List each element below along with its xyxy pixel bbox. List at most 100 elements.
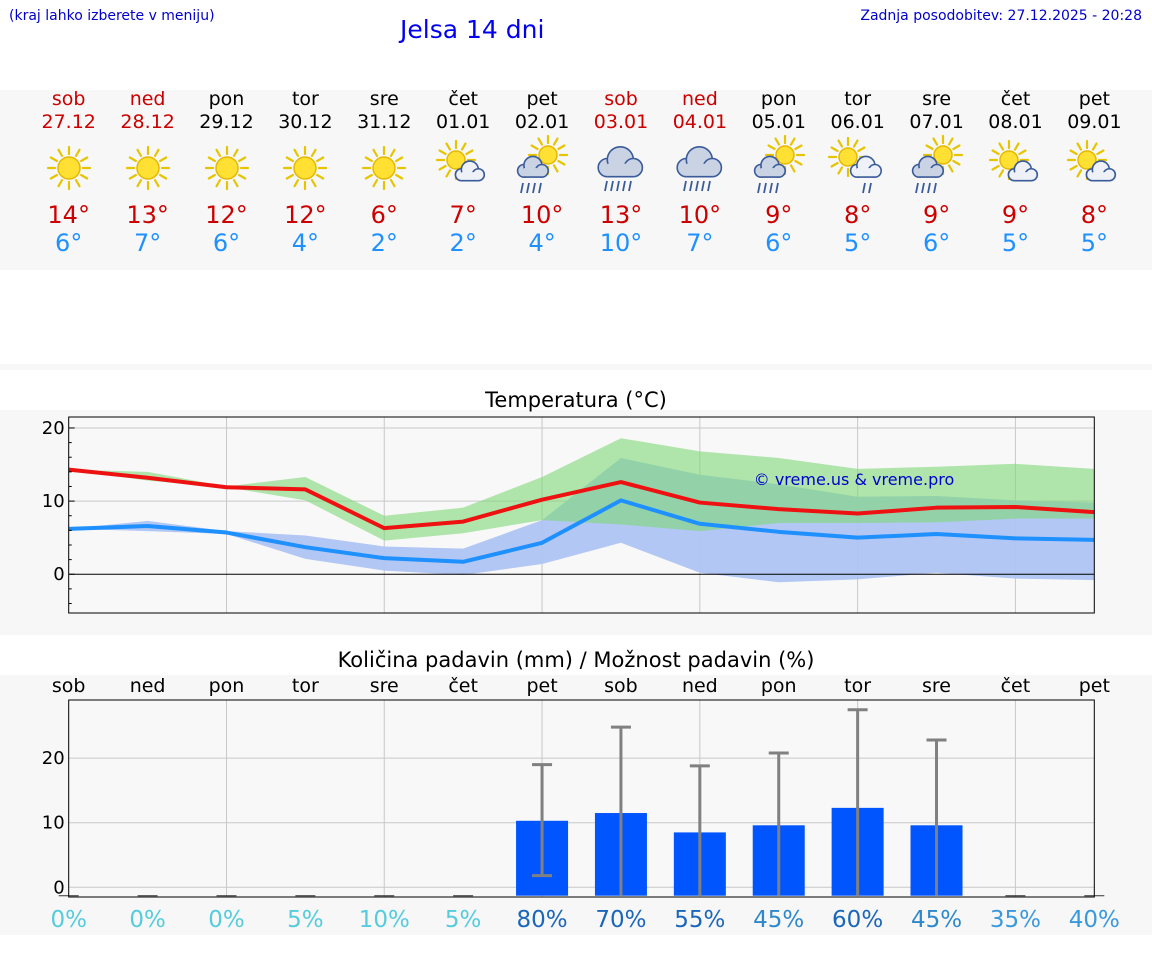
min-temperature: 6°	[765, 229, 793, 257]
max-temperature: 10°	[520, 201, 564, 229]
max-temperature: 13°	[126, 201, 169, 229]
category-label: sre	[922, 675, 951, 697]
max-temperature: 10°	[678, 201, 722, 229]
day-date: 28.12	[120, 111, 175, 133]
precipitation-chart: sob ned pon tor sre čet pet sob ned pon tor sre čet p…	[42, 675, 1120, 933]
min-temperature: 7°	[133, 229, 162, 257]
precipitation-probability: 40%	[1069, 907, 1120, 933]
min-temperature: 4°	[528, 229, 556, 257]
category-label: ned	[130, 675, 166, 697]
day-name: sob	[51, 88, 86, 110]
day-date: 05.01	[751, 111, 806, 133]
category-label: ned	[682, 675, 718, 697]
min-temperature: 5°	[1080, 229, 1109, 257]
precipitation-probability: 0%	[208, 907, 245, 933]
temperature-chart-title: Temperatura (°C)	[485, 388, 667, 412]
watermark: © vreme.us & vreme.pro	[754, 470, 955, 489]
forecast-day: sob 03.01 13° 10°	[581, 88, 661, 257]
category-label: tor	[292, 675, 319, 697]
forecast-day: čet 01.01 7° 2°	[423, 88, 503, 257]
y-tick-label: 20	[42, 748, 65, 769]
forecast-day: tor 30.12 12° 4°	[265, 88, 345, 257]
cloud-rain-icon	[676, 145, 723, 192]
category-label: sre	[370, 675, 399, 697]
y-tick-label: 10	[42, 813, 65, 834]
day-name: sre	[369, 88, 399, 110]
max-temperature: 13°	[599, 201, 643, 229]
day-date: 07.01	[909, 111, 964, 133]
min-temperature: 2°	[449, 229, 477, 257]
plot-frame	[68, 416, 1095, 614]
y-tick-label: 10	[42, 491, 65, 512]
day-name: pet	[526, 88, 558, 110]
day-name: pon	[760, 88, 797, 110]
sun-cloud-rain-icon	[516, 134, 569, 194]
forecast-day: tor 06.01 8° 5°	[818, 88, 898, 257]
min-temperature: 4°	[291, 229, 320, 257]
max-temperature: 12°	[284, 201, 327, 229]
max-temperature: 8°	[844, 201, 872, 229]
min-temperature: 6°	[922, 229, 951, 257]
location-hint[interactable]: (kraj lahko izberete v meniju)	[9, 8, 215, 24]
day-name: tor	[291, 88, 319, 110]
day-date: 01.01	[435, 111, 491, 133]
sun-cloud-icon	[988, 139, 1038, 182]
max-temperature: 8°	[1080, 201, 1109, 229]
day-name: pet	[1078, 88, 1110, 110]
precipitation-probability: 70%	[595, 907, 646, 933]
forecast-day: sre 07.01 9° 6°	[897, 88, 977, 257]
max-temperature: 12°	[205, 201, 248, 229]
category-label: čet	[448, 675, 478, 697]
forecast-day: sob 27.12 14° 6°	[29, 88, 109, 257]
day-name: sre	[922, 88, 952, 110]
max-temperature: 7°	[449, 201, 477, 229]
category-label: pon	[761, 675, 797, 697]
day-name: sob	[604, 88, 638, 110]
forecast-day: sre 31.12 6° 2°	[344, 88, 424, 257]
sun-cloud-icon	[436, 139, 486, 182]
sun-icon	[362, 145, 407, 191]
sun-icon	[125, 145, 170, 191]
forecast-strip	[0, 90, 1152, 270]
day-name: čet	[1000, 88, 1031, 110]
min-temperature: 6°	[55, 229, 83, 257]
precipitation-probability: 45%	[911, 907, 962, 933]
min-temperature: 5°	[1001, 229, 1030, 257]
forecast-day: pon 29.12 12° 6°	[187, 88, 267, 257]
min-temperature: 2°	[370, 229, 398, 257]
day-date: 29.12	[199, 111, 254, 133]
precipitation-probability: 5%	[445, 907, 482, 933]
day-date: 03.01	[593, 111, 649, 133]
min-temperature: 6°	[212, 229, 241, 257]
day-name: čet	[448, 88, 478, 110]
day-date: 02.01	[514, 111, 570, 133]
forecast-day: pet 02.01 10° 4°	[502, 88, 582, 257]
sun-icon	[46, 145, 91, 191]
day-date: 31.12	[357, 111, 412, 133]
y-tick-label: 20	[42, 418, 65, 439]
y-tick-label: 0	[53, 564, 64, 585]
precipitation-probability: 55%	[674, 907, 725, 933]
day-date: 06.01	[830, 111, 885, 133]
precipitation-probability: 80%	[516, 907, 567, 933]
day-name: ned	[681, 88, 718, 110]
min-temperature: 7°	[686, 229, 714, 257]
precipitation-probability: 0%	[129, 907, 166, 933]
sun-icon	[204, 145, 249, 191]
category-label: tor	[844, 675, 871, 697]
last-updated: Zadnja posodobitev: 27.12.2025 - 20:28	[860, 8, 1142, 24]
sun-cloud-icon	[1067, 139, 1117, 182]
category-label: čet	[1001, 675, 1031, 697]
category-label: sob	[604, 675, 638, 697]
day-name: ned	[129, 88, 166, 110]
precipitation-probability: 35%	[990, 907, 1041, 933]
precipitation-probability: 0%	[50, 907, 87, 933]
max-temperature: 9°	[765, 201, 793, 229]
day-date: 27.12	[41, 111, 96, 133]
forecast-day: čet 08.01 9° 5°	[976, 88, 1056, 257]
max-temperature: 14°	[47, 201, 90, 229]
separator	[0, 364, 1152, 370]
min-temperature: 5°	[844, 229, 872, 257]
day-name: tor	[844, 88, 872, 110]
y-tick-label: 0	[53, 877, 64, 898]
